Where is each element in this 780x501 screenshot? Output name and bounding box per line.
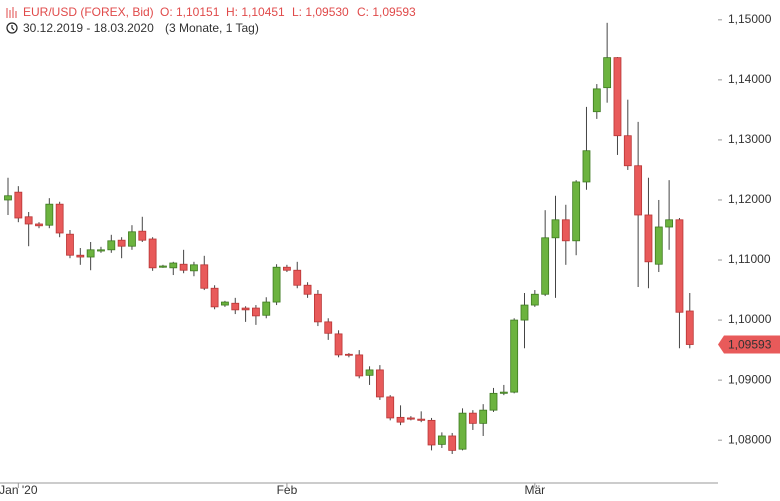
candle-body xyxy=(66,233,74,256)
candle-body xyxy=(324,321,333,334)
candle-body xyxy=(138,230,147,241)
y-tick-label: 1,12000 xyxy=(728,192,772,206)
candle-body xyxy=(520,304,529,321)
y-tick-label: 1,11000 xyxy=(728,252,771,266)
y-tick-label: 1,10000 xyxy=(728,312,772,326)
candle-body xyxy=(241,307,250,311)
candle-body xyxy=(468,412,477,424)
candle-body xyxy=(45,203,54,226)
candle-body xyxy=(313,293,322,323)
candle-body xyxy=(406,417,415,420)
candle-body xyxy=(4,195,12,201)
x-tick-label: Feb xyxy=(277,483,298,497)
candle-body xyxy=(654,226,663,265)
candle-body xyxy=(437,435,446,445)
candle-body xyxy=(344,353,353,356)
ohlc-label: C: 1,09593 xyxy=(357,5,416,19)
candle-body xyxy=(561,219,570,242)
candle-body xyxy=(117,239,126,247)
candle-body xyxy=(128,231,136,247)
clock-icon xyxy=(6,22,18,34)
candle-body xyxy=(530,293,539,306)
candle-body xyxy=(541,237,550,295)
candle-body xyxy=(231,302,240,311)
x-tick-label: Jan '20 xyxy=(0,483,38,497)
y-tick-label: 1,13000 xyxy=(728,132,772,146)
period: (3 Monate, 1 Tag) xyxy=(165,21,259,35)
candle-body xyxy=(252,307,260,317)
candle-body xyxy=(55,203,64,234)
candle-body xyxy=(283,266,291,271)
candle-body xyxy=(396,416,405,423)
candle-body xyxy=(76,254,85,258)
candle-body xyxy=(675,219,684,313)
price-tag-label: 1,09593 xyxy=(728,338,772,352)
candle-body xyxy=(489,392,498,411)
y-tick-label: 1,08000 xyxy=(728,432,772,446)
candle-body xyxy=(159,265,167,268)
candle-body xyxy=(210,287,219,308)
candle-body xyxy=(148,238,157,269)
candle-body xyxy=(14,191,23,219)
candle-body xyxy=(634,165,643,216)
candle-body xyxy=(551,219,560,239)
candle-body xyxy=(510,319,519,393)
candle-body xyxy=(86,249,95,258)
price-tag xyxy=(718,335,780,354)
ohlc-label: H: 1,10451 xyxy=(226,5,285,19)
candle-body xyxy=(355,354,364,377)
candle-body xyxy=(293,269,302,286)
candle-body xyxy=(24,216,33,225)
y-tick-label: 1,15000 xyxy=(728,12,772,26)
candle-body xyxy=(448,435,457,451)
candle-body xyxy=(458,412,467,450)
candle-body xyxy=(262,301,271,316)
y-tick-label: 1,14000 xyxy=(728,72,772,86)
candle-body xyxy=(613,57,622,137)
header-icon xyxy=(6,7,17,18)
candle-body xyxy=(334,333,343,356)
candle-body xyxy=(200,264,209,289)
y-tick-label: 1,09000 xyxy=(728,372,772,386)
candle-body xyxy=(107,240,116,251)
candle-body xyxy=(582,150,591,183)
ohlc-label: L: 1,09530 xyxy=(292,5,349,19)
candle-body xyxy=(190,264,198,272)
candle-body xyxy=(603,57,612,89)
candle-body xyxy=(272,266,281,303)
ohlc-label: O: 1,10151 xyxy=(160,5,220,19)
chart-title: EUR/USD (FOREX, Bid) xyxy=(23,5,154,19)
candle-body xyxy=(169,262,178,269)
candle-body xyxy=(97,249,105,252)
candle-body xyxy=(35,223,43,227)
candle-body xyxy=(644,214,653,263)
candle-body xyxy=(685,310,694,345)
candle-body xyxy=(592,88,601,113)
candle-body xyxy=(427,419,436,446)
candle-body xyxy=(179,263,188,271)
candle-body xyxy=(499,391,508,394)
date-range: 30.12.2019 - 18.03.2020 xyxy=(23,21,154,35)
candle-body xyxy=(665,219,674,228)
candle-body xyxy=(479,409,488,424)
x-tick-label: Mär xyxy=(524,483,545,497)
candle-body xyxy=(365,369,374,376)
candle-body xyxy=(572,181,581,242)
candle-body xyxy=(303,284,312,295)
candle-body xyxy=(375,369,384,398)
candle-body xyxy=(417,418,426,421)
candle-body xyxy=(386,396,395,419)
candle-body xyxy=(221,301,229,306)
candle-body xyxy=(623,135,632,167)
